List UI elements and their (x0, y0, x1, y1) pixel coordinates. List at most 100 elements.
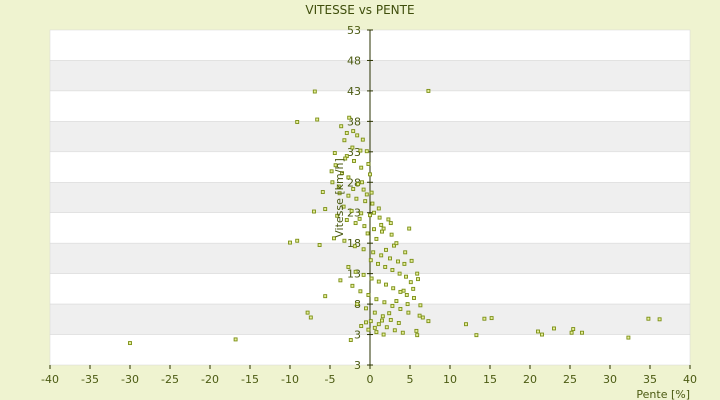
data-point (332, 151, 337, 155)
data-point (372, 227, 376, 232)
x-tick-label: -20 (201, 373, 219, 386)
data-point (571, 327, 576, 332)
data-point (387, 311, 392, 316)
x-tick-label: 30 (603, 373, 617, 386)
data-point (390, 303, 395, 308)
data-point (411, 286, 416, 291)
y-tick-label: 48 (347, 54, 361, 67)
data-point (392, 243, 396, 248)
x-tick-label: 0 (367, 373, 374, 386)
data-point (464, 322, 468, 327)
data-point (394, 299, 399, 303)
data-point (317, 243, 322, 247)
data-point (357, 216, 362, 221)
x-tick-label: -25 (161, 373, 179, 386)
x-tick-label: -10 (281, 373, 299, 386)
data-point (295, 238, 300, 243)
data-point (361, 272, 366, 277)
data-point (341, 204, 346, 209)
y-tick-label: 43 (347, 85, 361, 98)
data-point (344, 130, 349, 135)
data-point (400, 330, 405, 335)
data-point (396, 259, 400, 264)
data-point (312, 89, 317, 94)
data-point (407, 226, 412, 231)
data-point (388, 317, 393, 322)
data-point (336, 184, 341, 189)
data-point (361, 247, 366, 252)
data-point (361, 187, 366, 192)
data-point (384, 325, 389, 330)
data-point (333, 163, 338, 168)
data-point (389, 232, 394, 237)
data-point (355, 302, 360, 307)
data-point (404, 274, 408, 279)
data-point (401, 288, 406, 293)
data-point (409, 258, 414, 263)
data-point (330, 180, 335, 185)
data-point (384, 247, 388, 252)
data-point (128, 341, 132, 346)
y-tick-label: 18 (347, 237, 361, 250)
data-point (366, 327, 371, 332)
data-point (349, 208, 354, 213)
data-point (312, 209, 316, 214)
data-point (381, 226, 386, 231)
data-point (323, 294, 328, 299)
data-point (383, 264, 388, 269)
data-point (371, 250, 376, 255)
data-point (368, 319, 373, 324)
data-point (382, 300, 387, 305)
data-point (362, 224, 367, 229)
data-point (359, 324, 364, 328)
data-point (365, 231, 370, 236)
data-point (358, 148, 363, 153)
x-tick-label: 25 (563, 373, 577, 386)
data-point (394, 241, 399, 246)
data-point (356, 182, 360, 187)
data-point (404, 293, 409, 297)
data-point (347, 115, 352, 120)
data-point (346, 175, 351, 180)
data-point (426, 319, 431, 324)
data-point (398, 307, 403, 311)
data-point (402, 261, 407, 266)
data-point (536, 329, 540, 334)
data-point (384, 282, 388, 287)
data-point (335, 213, 340, 218)
data-point (418, 303, 423, 308)
data-point (369, 276, 374, 281)
data-point (355, 133, 360, 138)
data-point (346, 193, 351, 198)
y-tick-label: 13 (347, 268, 361, 281)
x-tick-label: -5 (325, 373, 336, 386)
data-point (364, 192, 369, 197)
data-point (386, 217, 391, 222)
data-point (474, 333, 479, 338)
data-point (348, 338, 353, 342)
data-point (351, 187, 356, 191)
data-point (379, 253, 384, 258)
data-point (352, 244, 357, 249)
data-point (415, 271, 420, 276)
data-point (323, 207, 328, 212)
data-point (391, 286, 396, 291)
data-point (353, 269, 358, 274)
data-point (352, 159, 356, 163)
data-point (305, 310, 310, 315)
data-point (288, 240, 292, 245)
x-tick-label: -30 (121, 373, 139, 386)
data-point (405, 302, 410, 307)
data-point (343, 156, 348, 161)
data-point (626, 335, 631, 340)
data-point (370, 201, 375, 206)
data-point (372, 325, 377, 330)
data-point (364, 149, 369, 154)
data-point (415, 333, 420, 338)
data-point (376, 206, 381, 211)
data-point (374, 236, 379, 241)
data-point (337, 191, 342, 196)
data-point (368, 213, 372, 218)
data-point (417, 313, 422, 318)
